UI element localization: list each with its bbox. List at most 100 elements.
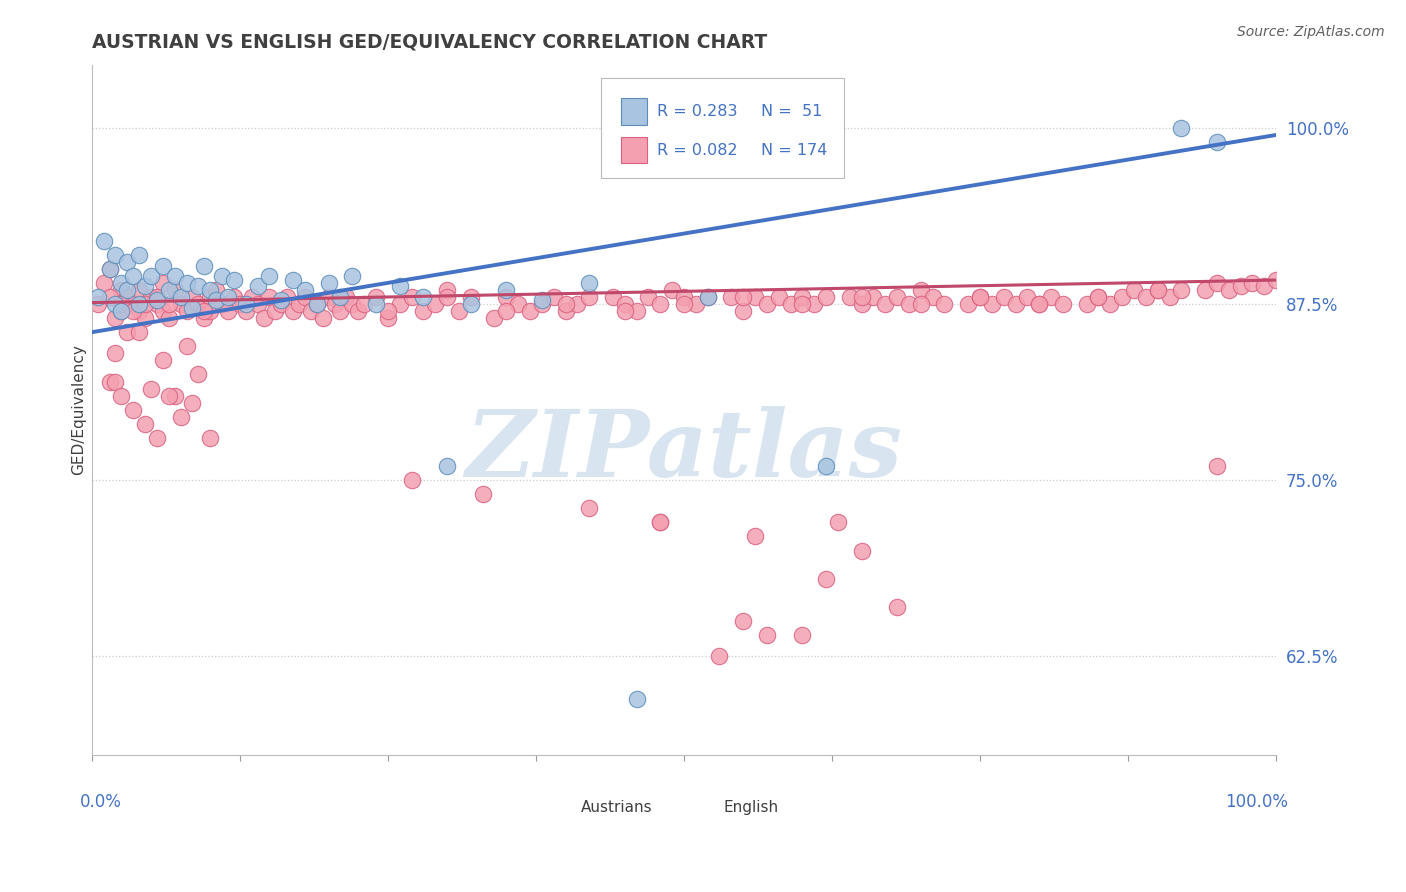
Point [193,304,215,318]
Point [755,297,778,311]
Point [157,311,180,326]
Point [1111,290,1133,304]
Point [128,283,150,297]
Point [270,297,292,311]
Point [1253,278,1275,293]
Point [342,268,364,283]
Point [792,297,814,311]
Point [205,283,228,297]
Point [696,290,718,304]
Point [235,304,257,318]
Text: R = 0.283: R = 0.283 [657,104,737,119]
Point [128,248,150,262]
Point [1028,297,1050,311]
Point [637,290,659,304]
Point [110,297,132,311]
Point [347,304,370,318]
Point [187,368,209,382]
Point [169,297,191,311]
Point [1135,290,1157,304]
Point [235,297,257,311]
Point [969,290,991,304]
Point [886,290,908,304]
Point [851,290,873,304]
Point [672,297,695,311]
Point [495,283,517,297]
Point [128,325,150,339]
Point [519,304,541,318]
Point [87,297,110,311]
Point [187,278,209,293]
Point [163,268,186,283]
Point [388,278,411,293]
Point [246,278,269,293]
Point [1194,283,1216,297]
Point [312,311,335,326]
Point [152,259,174,273]
Text: 0.0%: 0.0% [80,793,122,811]
Point [910,297,932,311]
Point [152,353,174,368]
Point [200,431,222,445]
Point [252,311,274,326]
Point [176,304,198,318]
Point [259,268,281,283]
Point [104,248,127,262]
Point [709,649,731,664]
Point [222,290,245,304]
Point [117,290,139,304]
Point [93,234,115,248]
Point [696,290,718,304]
Point [146,290,169,304]
Point [460,297,482,311]
Point [602,290,624,304]
Point [134,311,156,326]
Point [554,304,576,318]
Point [364,297,387,311]
Point [554,297,576,311]
Point [815,572,838,586]
Point [377,311,399,326]
Point [720,290,742,304]
Text: N = 174: N = 174 [761,143,827,158]
Point [193,311,215,326]
Point [471,487,494,501]
Point [139,268,162,283]
Point [270,293,292,307]
Point [1123,283,1146,297]
Point [388,297,411,311]
Point [181,290,204,304]
Point [1241,276,1264,290]
Point [259,290,281,304]
Point [187,297,209,311]
Point [578,290,600,304]
Point [200,290,222,304]
Point [181,395,204,409]
Point [318,290,340,304]
Point [264,304,287,318]
Point [299,304,322,318]
Point [276,290,298,304]
Point [217,290,239,304]
Point [281,273,304,287]
Point [1052,297,1074,311]
Point [484,311,506,326]
Point [200,283,222,297]
Point [530,297,553,311]
Point [110,388,132,402]
Point [217,304,239,318]
Point [436,290,458,304]
Point [613,297,636,311]
Point [93,276,115,290]
Point [1087,290,1109,304]
Point [364,290,387,304]
Point [176,339,198,353]
Bar [554,797,575,817]
Point [447,304,470,318]
Point [1205,276,1227,290]
Point [222,273,245,287]
Text: Austrians: Austrians [581,800,652,814]
Point [744,290,766,304]
Point [460,290,482,304]
Point [200,304,222,318]
